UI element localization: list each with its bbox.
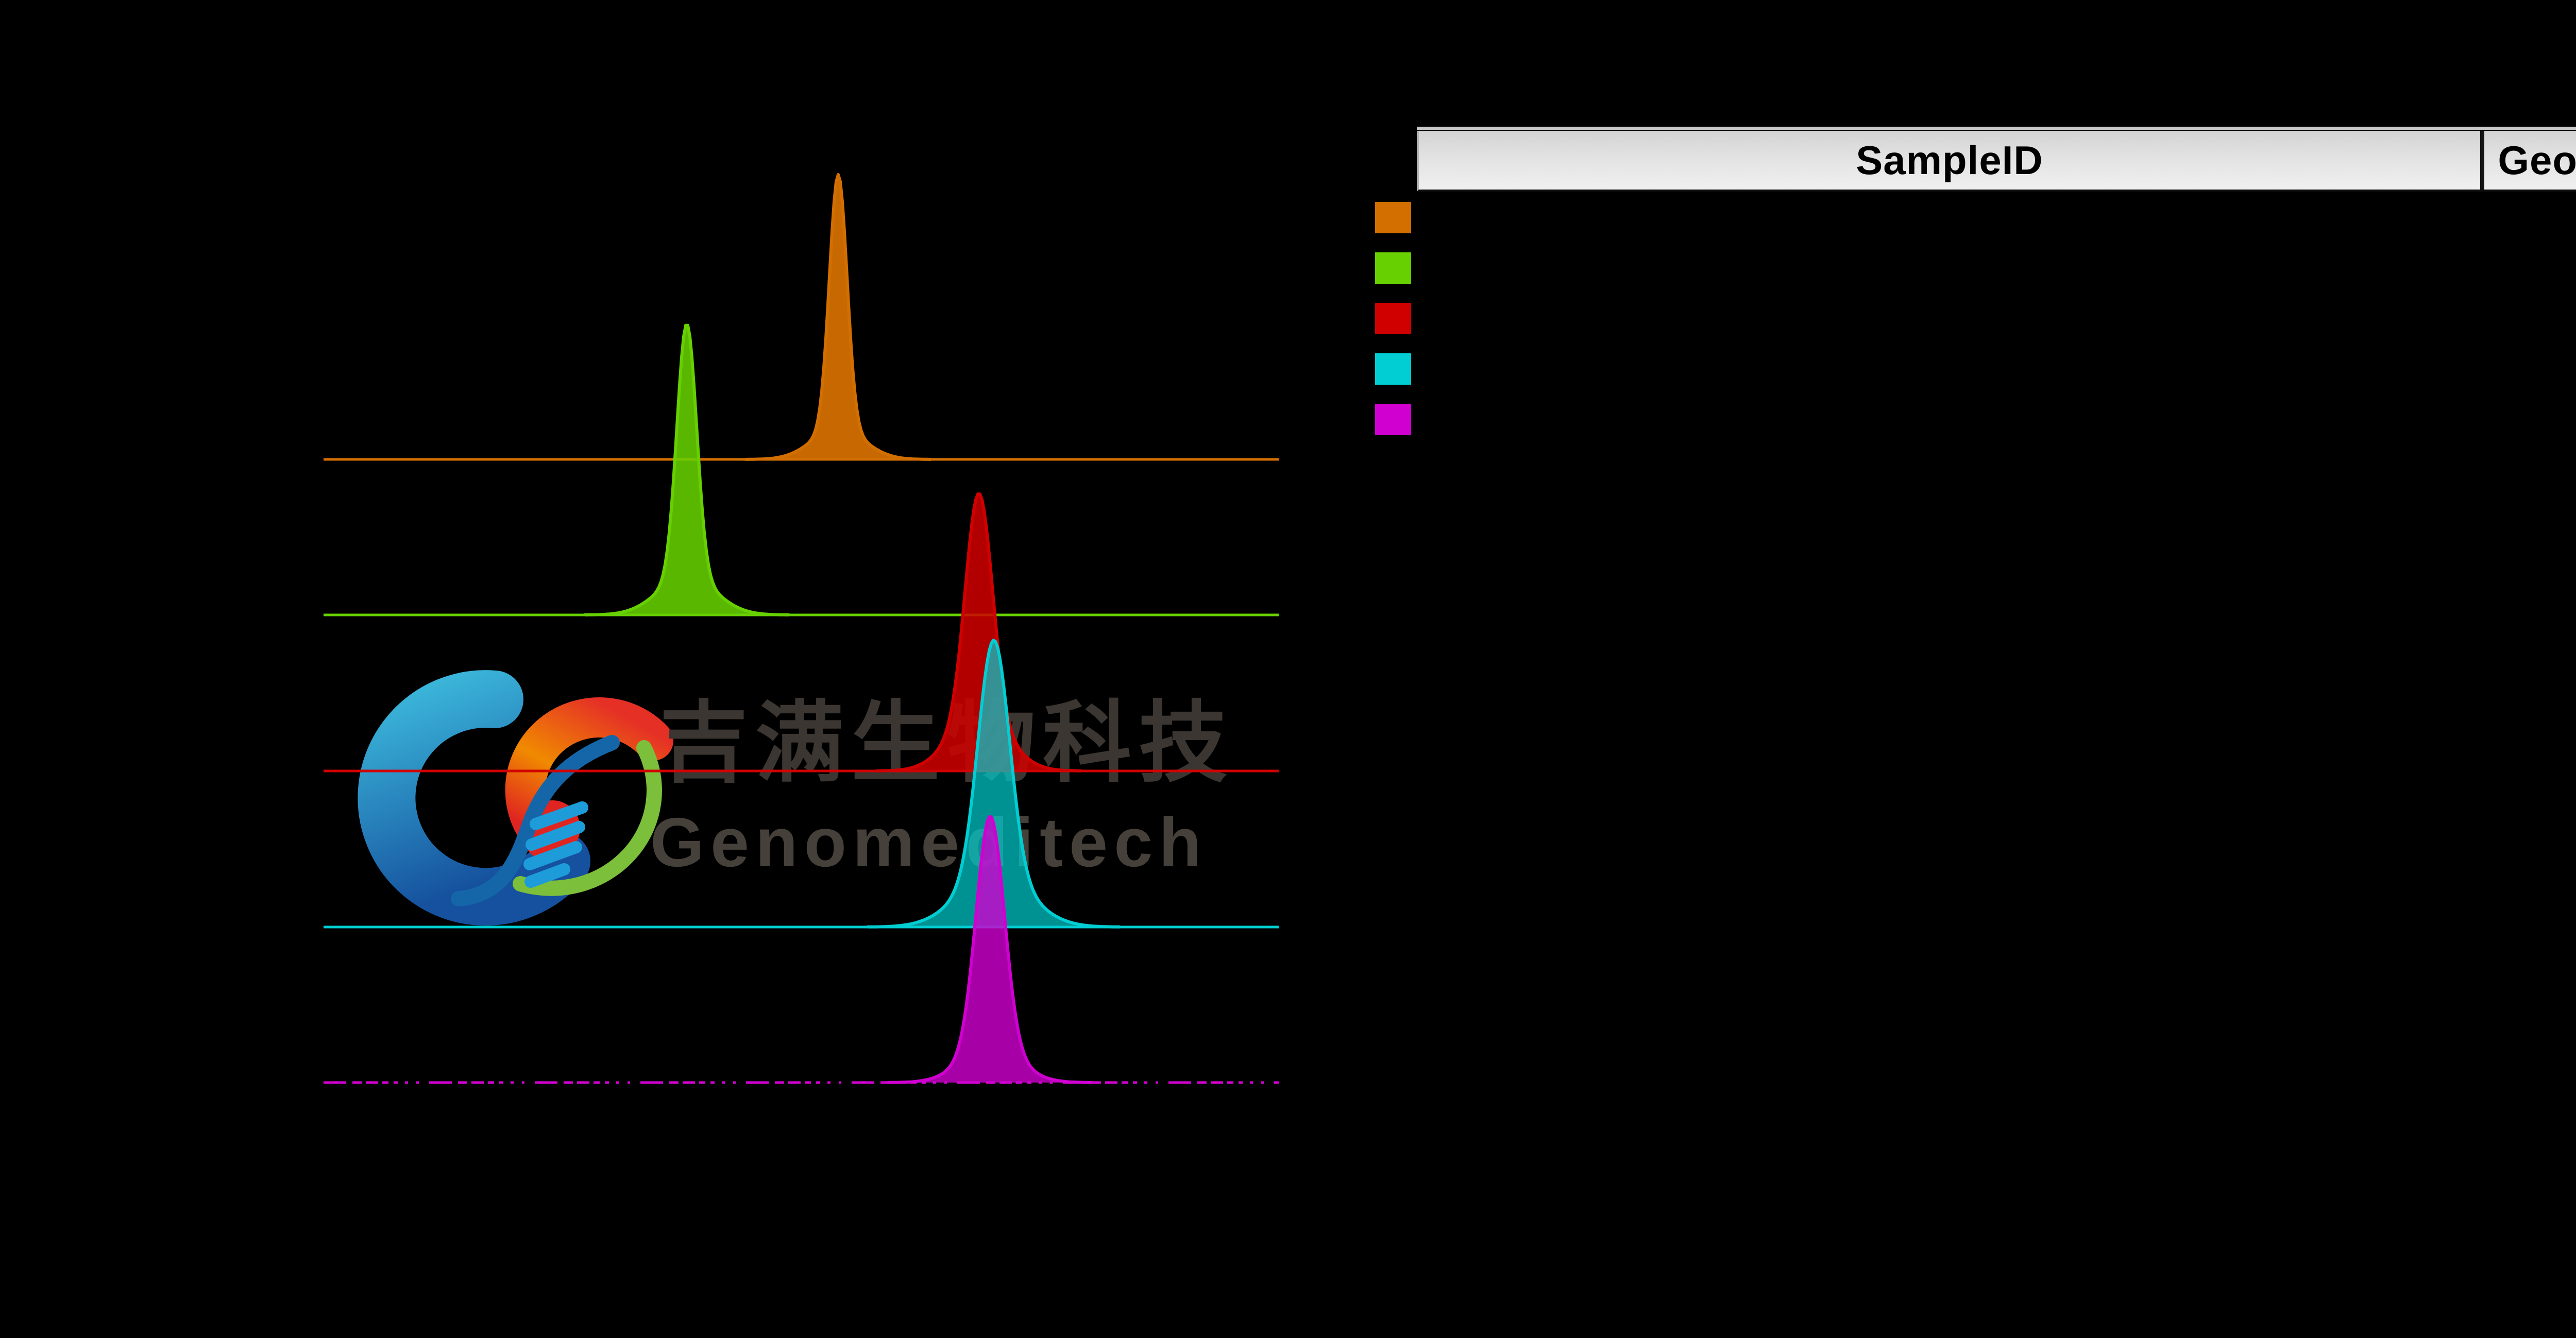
histogram-outline-5	[887, 815, 1094, 1084]
table-outer-border	[1417, 127, 2576, 130]
histogram-outline-2	[583, 323, 790, 616]
genomeditech-logo	[358, 670, 673, 926]
logo-leaf-green-icon	[513, 740, 662, 896]
histogram-series-4	[324, 639, 1279, 929]
legend-swatch-3	[1375, 303, 1411, 334]
logo-swirl-blue-icon	[358, 670, 590, 926]
legend-swatch-4	[1375, 353, 1411, 385]
column-divider	[2480, 131, 2484, 190]
legend-swatch-5	[1375, 404, 1411, 435]
histogram-outline-3	[875, 492, 1082, 773]
legend-swatch-2	[1375, 252, 1411, 284]
histogram-series-2	[324, 323, 1279, 616]
histogram-fill-3	[877, 494, 1081, 771]
histogram-series-1	[324, 173, 1279, 461]
column-header-geometric-mean: Geometric Mean : FL11-H	[2484, 131, 2576, 190]
histogram-series-3	[324, 492, 1279, 773]
legend-swatch-1	[1375, 202, 1411, 233]
watermark-company-name-en: Genomeditech	[650, 803, 1208, 881]
histogram-outline-4	[866, 639, 1121, 929]
column-header-sampleid: SampleID	[1419, 131, 2480, 190]
histogram-fill-1	[745, 175, 931, 459]
histogram-series-5	[324, 815, 1279, 1084]
histogram-series-layer	[324, 173, 1279, 1084]
watermark: 吉满生物科技 Genomeditech	[358, 670, 1227, 926]
histogram-fill-5	[888, 817, 1092, 1083]
table-header-row: SampleID Geometric Mean : FL11-H	[1417, 131, 2576, 192]
histogram-fill-2	[585, 325, 789, 615]
histogram-outline-1	[744, 173, 933, 461]
logo-dna-rungs-icon	[523, 801, 588, 888]
results-table: SampleID Geometric Mean : FL11-H	[1417, 127, 2576, 192]
histogram-fill-4	[868, 640, 1120, 927]
